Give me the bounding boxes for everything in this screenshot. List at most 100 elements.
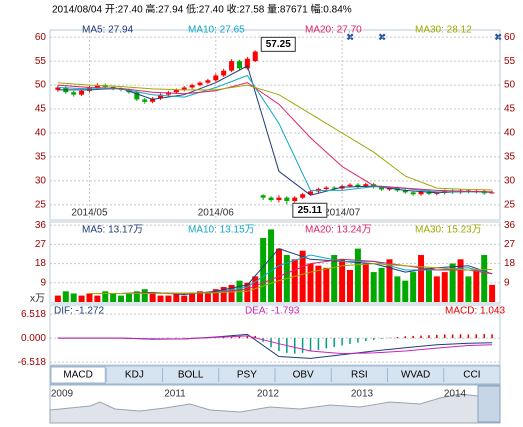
- volume-bar: [323, 267, 330, 302]
- tab[interactable]: WVAD: [401, 370, 430, 381]
- volume-bar: [465, 276, 472, 302]
- volume-bar: [457, 259, 464, 302]
- header: 2014/08/04 开:27.40 高:27.94 低:27.40 收:27.…: [52, 3, 352, 16]
- volume-bar: [86, 293, 93, 302]
- macd-bar: [475, 334, 478, 339]
- volume-bar: [394, 276, 401, 302]
- timeline-label: 2013: [351, 389, 374, 400]
- candle-body: [268, 197, 274, 201]
- y-tick-label: 35: [35, 152, 47, 163]
- unit-label: x万: [30, 294, 45, 305]
- y-tick-label: 27: [504, 239, 516, 250]
- y-tick-label: 9: [504, 277, 510, 288]
- candle-body: [229, 61, 235, 71]
- candle-body: [181, 87, 187, 90]
- y-tick-label: 30: [504, 176, 516, 187]
- y-tick-label: 40: [35, 128, 47, 139]
- y-tick-label: 50: [35, 80, 47, 91]
- macd-bar: [380, 338, 383, 339]
- macd-bar: [325, 338, 328, 349]
- y-tick-label: 27: [35, 239, 47, 250]
- tab[interactable]: CCI: [463, 370, 480, 381]
- y-tick-label: 25: [35, 199, 47, 210]
- candle-body: [260, 195, 266, 198]
- volume-bar: [489, 284, 496, 302]
- extreme-label: 57.25: [266, 39, 291, 50]
- macd-bar: [333, 338, 335, 347]
- macd-bar: [404, 336, 407, 339]
- ma-line: [57, 82, 493, 191]
- volume-bar: [204, 293, 211, 302]
- candle-body: [142, 99, 148, 102]
- volume-bar: [449, 263, 456, 302]
- macd-bar: [254, 335, 257, 339]
- legend-entry: MA5: 13.17万: [82, 225, 143, 236]
- candle-body: [363, 184, 369, 187]
- macd-bar: [412, 335, 414, 339]
- tab[interactable]: RSI: [351, 370, 368, 381]
- legend-entry: MA10: 27.65: [188, 25, 245, 36]
- timeline-label: 2014: [444, 389, 467, 400]
- volume-bar: [386, 259, 393, 302]
- tab[interactable]: BOLL: [178, 370, 204, 381]
- candle-body: [197, 82, 203, 86]
- y-tick-label: 9: [40, 277, 46, 288]
- volume-bar: [425, 267, 432, 302]
- y-tick-label: -6.518: [18, 357, 47, 368]
- candle-body: [434, 192, 440, 194]
- volume-bar: [70, 293, 77, 302]
- tab-active[interactable]: [50, 366, 106, 384]
- candle-body: [331, 187, 337, 189]
- timeline-label: 2011: [164, 389, 186, 400]
- legend-entry: MA10: 13.15万: [188, 225, 255, 236]
- volume-bar: [110, 293, 117, 302]
- y-tick-label: 0.000: [21, 333, 46, 344]
- volume-bar: [165, 295, 172, 302]
- tab[interactable]: MACD: [63, 370, 92, 381]
- candle-body: [402, 190, 408, 193]
- volume-bar: [141, 289, 148, 302]
- extreme-label-box: [292, 202, 328, 218]
- volume-panel: [49, 221, 501, 304]
- candle-body: [173, 89, 179, 93]
- candle-body: [418, 191, 424, 195]
- ma-line: [89, 263, 493, 294]
- volume-bar: [378, 267, 385, 302]
- ma-line: [57, 82, 493, 193]
- candle-body: [355, 184, 361, 187]
- volume-bar: [268, 229, 275, 302]
- candle-body: [71, 92, 77, 95]
- volume-bar: [299, 250, 306, 302]
- candle-body: [292, 197, 298, 201]
- volume-bar: [331, 255, 338, 302]
- macd-bar: [491, 334, 493, 339]
- candle-body: [300, 194, 306, 198]
- candle-body: [308, 191, 314, 195]
- volume-bar: [402, 280, 409, 302]
- candle-body: [55, 87, 61, 90]
- candle-body: [134, 92, 140, 100]
- macd-bar: [278, 338, 280, 352]
- macd-bar: [428, 335, 430, 339]
- tab[interactable]: PSY: [237, 370, 257, 381]
- volume-bar: [441, 272, 448, 302]
- tab[interactable]: KDJ: [125, 370, 144, 381]
- macd-bar: [467, 334, 470, 339]
- legend-entry: MA20: 13.24万: [305, 225, 372, 236]
- volume-bar: [220, 287, 227, 302]
- candle-body: [284, 197, 290, 201]
- legend-entry: DIF: -1.272: [54, 306, 104, 317]
- candle-body: [244, 58, 250, 69]
- y-tick-label: 50: [504, 80, 516, 91]
- macd-bar: [436, 334, 438, 339]
- legend-entry: MA30: 28.12: [415, 25, 472, 36]
- volume-bar: [370, 272, 377, 302]
- candle-body: [379, 187, 385, 190]
- timeline-handle[interactable]: [477, 385, 501, 423]
- macd-bar: [396, 337, 399, 339]
- tab[interactable]: OBV: [293, 370, 314, 381]
- volume-bar: [62, 291, 69, 302]
- volume-bar: [315, 265, 322, 302]
- candle-body: [94, 85, 100, 88]
